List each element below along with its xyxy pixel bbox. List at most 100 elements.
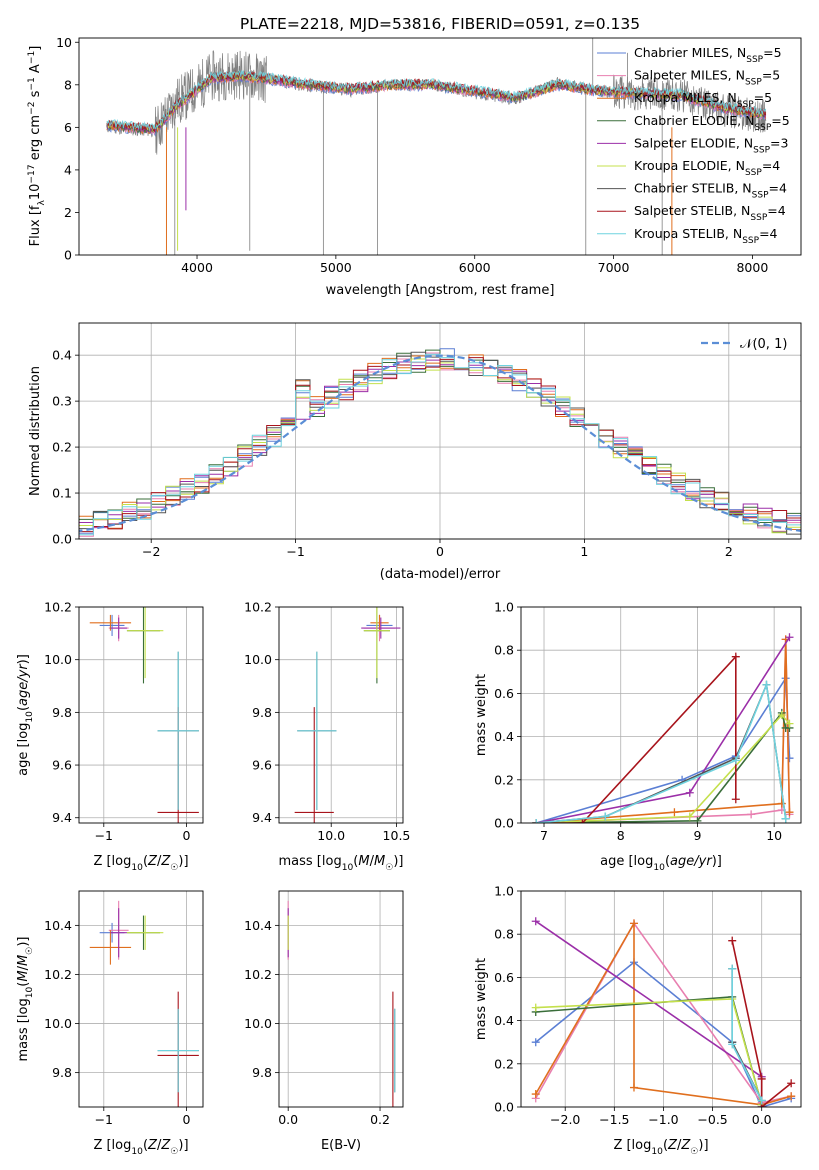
weight-marker-krou_elodie — [531, 1003, 540, 1012]
legend-label-krou_stelib: Kroupa STELIB, NSSP=4 — [634, 226, 778, 246]
x-tick-label: −1 — [286, 544, 304, 559]
x-tick-label: 4000 — [181, 260, 213, 275]
y-tick-label: 10.0 — [244, 1016, 272, 1031]
lines-mass_weight_vs_age — [532, 633, 794, 823]
weight-marker-chab_elodie — [693, 816, 702, 823]
mass-vs-Z-ylabel: mass [log10(M/M☉)] — [16, 937, 35, 1062]
y-tick-label: 0.8 — [494, 927, 514, 942]
spectrum-ylabel: Flux [fλ10−17 erg cm−2 s−1 A−1] — [27, 46, 47, 247]
legend-label-chab_miles: Chabrier MILES, NSSP=5 — [634, 45, 782, 65]
legend-label-salp_miles: Salpeter MILES, NSSP=5 — [634, 68, 780, 88]
residual-xlabel: (data-model)/error — [380, 567, 501, 582]
residual-legend: 𝒩(0, 1) — [701, 337, 787, 352]
frame-mass_vs_Z — [78, 890, 204, 1108]
x-tick-label: 10 — [766, 828, 782, 843]
y-tick-label: 10 — [56, 35, 72, 50]
weight-marker-krou_stelib — [728, 964, 737, 973]
weight-marker-krou_miles — [629, 919, 638, 928]
y-tick-label: 10.0 — [44, 652, 72, 667]
x-tick-label: 0 — [182, 1112, 190, 1127]
frame-mass_weight_vs_age — [520, 606, 802, 824]
x-tick-label: −2.0 — [550, 1112, 580, 1127]
axes-age_vs_Z: −1 0 9.4 9.6 9.8 10.0 10.2 — [44, 600, 203, 843]
legend-label-chab_stelib: Chabrier STELIB, NSSP=4 — [634, 181, 787, 201]
weight-marker-salp_elodie — [785, 633, 794, 642]
y-tick-label: 0.6 — [494, 970, 514, 985]
weight-vs-Z-ylabel: mass weight — [474, 958, 489, 1040]
x-tick-label: 8000 — [736, 260, 768, 275]
mass-vs-ebv-xlabel: E(B-V) — [321, 1138, 361, 1153]
weight-line-salp_stelib — [731, 940, 792, 1107]
frame-mass_vs_ebv — [278, 890, 404, 1108]
y-tick-label: 9.8 — [252, 705, 272, 720]
weight-marker-salp_elodie — [531, 917, 540, 926]
y-tick-label: 0.0 — [52, 532, 72, 547]
weight-marker-chab_miles — [785, 754, 794, 763]
y-tick-label: 10.2 — [244, 967, 272, 982]
y-tick-label: 0.0 — [494, 816, 514, 831]
weight-marker-salp_stelib — [787, 1079, 796, 1088]
y-tick-label: 0.2 — [494, 1056, 514, 1071]
x-tick-label: 0.2 — [370, 1112, 390, 1127]
x-tick-label: 10.0 — [317, 828, 345, 843]
spectrum-plot — [106, 38, 767, 255]
y-tick-label: 1.0 — [494, 600, 514, 615]
frame-mass_weight_vs_Z — [520, 890, 802, 1108]
legend-label-salp_elodie: Salpeter ELODIE, NSSP=3 — [634, 135, 788, 155]
weight-marker-krou_stelib — [762, 680, 771, 689]
x-tick-label: 10.5 — [383, 828, 411, 843]
x-tick-label: −2 — [142, 544, 160, 559]
y-tick-label: 10.2 — [244, 600, 272, 615]
y-tick-label: 10.2 — [44, 600, 72, 615]
weight-marker-krou_miles — [670, 808, 679, 817]
weight-marker-salp_stelib — [578, 819, 587, 823]
spectrum-legend: Chabrier MILES, NSSP=5 Salpeter MILES, NS… — [597, 45, 790, 246]
weight-marker-krou_stelib — [728, 1040, 737, 1049]
x-tick-label: −1.0 — [648, 1112, 678, 1127]
y-tick-label: 0.2 — [52, 440, 72, 455]
y-tick-label: 9.4 — [52, 810, 72, 825]
weight-marker-krou_stelib — [601, 812, 610, 821]
legend-label-krou_miles: Kroupa MILES, NSSP=5 — [634, 90, 772, 110]
points-age_vs_mass — [294, 607, 401, 823]
weight-marker-salp_miles — [747, 810, 756, 819]
x-tick-label: 2 — [725, 544, 733, 559]
x-tick-label: 7 — [540, 828, 548, 843]
legend-label-salp_stelib: Salpeter STELIB, NSSP=4 — [634, 203, 786, 223]
y-tick-label: 0.4 — [494, 729, 514, 744]
y-tick-label: 8 — [64, 77, 72, 92]
spectrum-xlabel: wavelength [Angstrom, rest frame] — [326, 283, 555, 298]
y-tick-label: 0.8 — [494, 643, 514, 658]
axes-spectrum: 4000 5000 6000 7000 8000 0 2 4 6 8 10 — [56, 35, 768, 275]
residual-ylabel: Normed distribution — [28, 366, 43, 496]
weight-marker-krou_elodie — [777, 711, 786, 719]
normal-reference-curve — [79, 354, 801, 533]
x-tick-label: 1 — [580, 544, 588, 559]
weight-vs-Z-xlabel: Z [log10(Z/Z☉)] — [613, 1138, 708, 1157]
y-tick-label: 10.4 — [244, 918, 272, 933]
weight-marker-krou_stelib — [781, 814, 790, 823]
y-tick-label: 9.8 — [52, 1065, 72, 1080]
y-tick-label: 1.0 — [494, 884, 514, 899]
frame-age_vs_Z — [78, 606, 204, 824]
y-tick-label: 0.1 — [52, 486, 72, 501]
y-tick-label: 10.2 — [44, 967, 72, 982]
y-tick-label: 9.6 — [52, 758, 72, 773]
weight-marker-salp_stelib — [731, 652, 740, 661]
x-tick-label: −0.5 — [697, 1112, 727, 1127]
weight-marker-krou_elodie — [685, 812, 694, 821]
axes-mass_weight_vs_Z: −2.0 −1.5 −1.0 −0.5 0.0 0.0 0.2 0.4 0.6 0.8 1.0 — [494, 884, 801, 1127]
y-tick-label: 0.3 — [52, 394, 72, 409]
points-age_vs_Z — [89, 607, 199, 823]
y-tick-label: 0.4 — [52, 348, 72, 363]
weight-vs-age-xlabel: age [log10(age/yr)] — [600, 854, 722, 873]
x-tick-label: 0.0 — [752, 1112, 772, 1127]
x-tick-label: 5000 — [320, 260, 352, 275]
y-tick-label: 9.8 — [52, 705, 72, 720]
x-tick-label: −1.5 — [599, 1112, 629, 1127]
weight-vs-age-ylabel: mass weight — [474, 674, 489, 756]
spectrum-frame — [78, 37, 802, 256]
x-tick-label: 8 — [617, 828, 625, 843]
mass-vs-Z-xlabel: Z [log10(Z/Z☉)] — [93, 1138, 188, 1157]
